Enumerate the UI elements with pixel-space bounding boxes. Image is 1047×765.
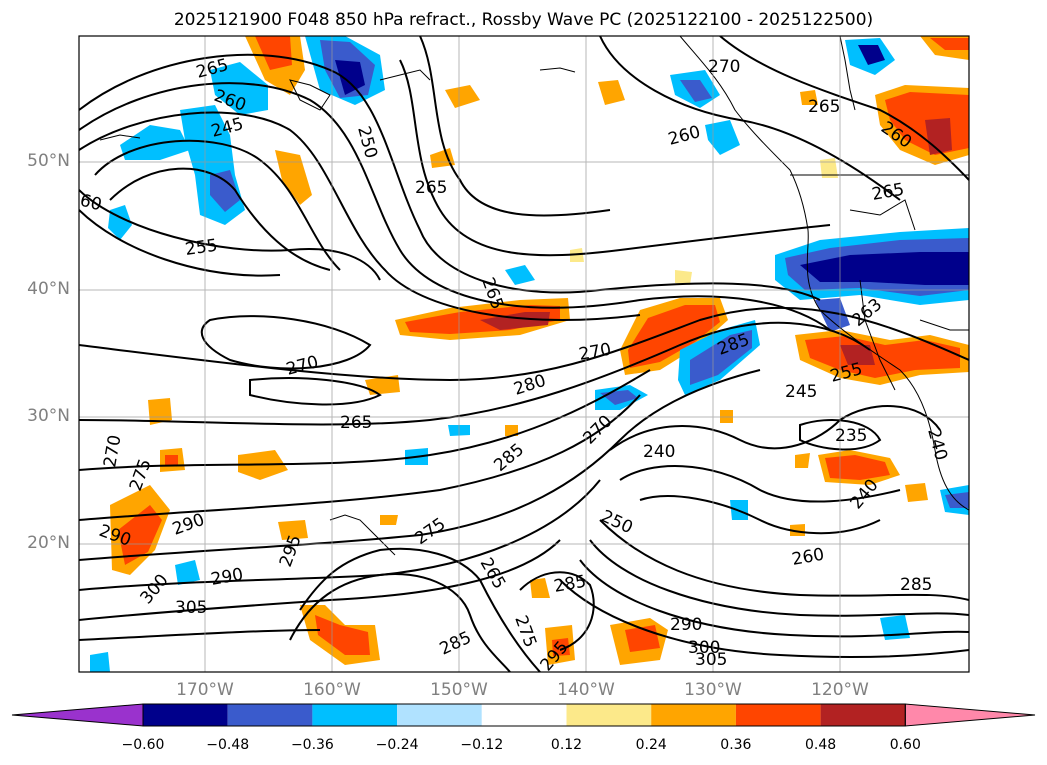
colorbar xyxy=(11,703,1036,727)
colorbar-tick-label: −0.12 xyxy=(460,737,504,753)
colorbar-segment xyxy=(735,704,821,726)
contour-label: 270 xyxy=(708,57,740,77)
map-title: 2025121900 F048 850 hPa refract., Rossby… xyxy=(173,10,874,30)
colorbar-tick-label: −0.48 xyxy=(206,737,250,753)
anomaly-blob-nw1 xyxy=(120,125,190,160)
colorbar-tick-label: −0.24 xyxy=(375,737,419,753)
colorbar-segment xyxy=(143,704,228,726)
colorbar-tick-label: 0.60 xyxy=(889,737,921,753)
colorbar-segment xyxy=(312,704,398,726)
coastline xyxy=(99,36,969,556)
colorbar-segment xyxy=(820,704,906,726)
colorbar-tick-label: 0.36 xyxy=(720,737,752,753)
contour-label: 290 xyxy=(670,615,702,635)
refractivity-contours xyxy=(79,36,969,672)
colorbar-extend-min xyxy=(11,703,144,727)
contour-label: 245 xyxy=(785,382,817,402)
contour-label: 305 xyxy=(175,598,207,618)
lat-label: 50°N xyxy=(27,151,70,171)
lat-lon-grid xyxy=(79,36,969,672)
lat-label: 30°N xyxy=(27,406,70,426)
lon-label: 150°W xyxy=(430,680,488,700)
contour-label: 265 xyxy=(808,97,840,117)
lat-label: 40°N xyxy=(27,279,70,299)
colorbar-segment xyxy=(481,704,567,726)
colorbar-extend-max xyxy=(904,703,1036,727)
lon-label: 160°W xyxy=(303,680,361,700)
contour-label: 265 xyxy=(415,178,447,198)
colorbar-tick-label: 0.48 xyxy=(805,737,837,753)
colorbar-tick-label: 0.12 xyxy=(550,737,583,753)
contour-label: 255 xyxy=(184,236,219,260)
colorbar-segment xyxy=(397,704,482,726)
contour-label: 285 xyxy=(900,575,932,595)
contour-label: 235 xyxy=(835,426,867,446)
lon-label: 170°W xyxy=(176,680,234,700)
colorbar-tick-label: −0.60 xyxy=(121,737,165,753)
colorbar-border xyxy=(142,703,906,727)
contour-label: 305 xyxy=(695,650,727,670)
colorbar-segment xyxy=(651,704,736,726)
contour-label: 240 xyxy=(643,442,675,462)
colorbar-segment xyxy=(227,704,313,726)
colorbar-tick-label: 0.24 xyxy=(635,737,667,753)
lon-label: 120°W xyxy=(811,680,869,700)
colorbar-segment xyxy=(566,704,652,726)
lat-label: 20°N xyxy=(27,533,70,553)
contour-label: 300 xyxy=(688,638,720,658)
colorbar-tick-label: −0.36 xyxy=(290,737,334,753)
lon-label: 130°W xyxy=(684,680,742,700)
plot-border xyxy=(78,35,970,673)
contour-label: 265 xyxy=(340,413,372,433)
contour-label: 60 xyxy=(78,191,104,216)
lon-label: 140°W xyxy=(557,680,615,700)
